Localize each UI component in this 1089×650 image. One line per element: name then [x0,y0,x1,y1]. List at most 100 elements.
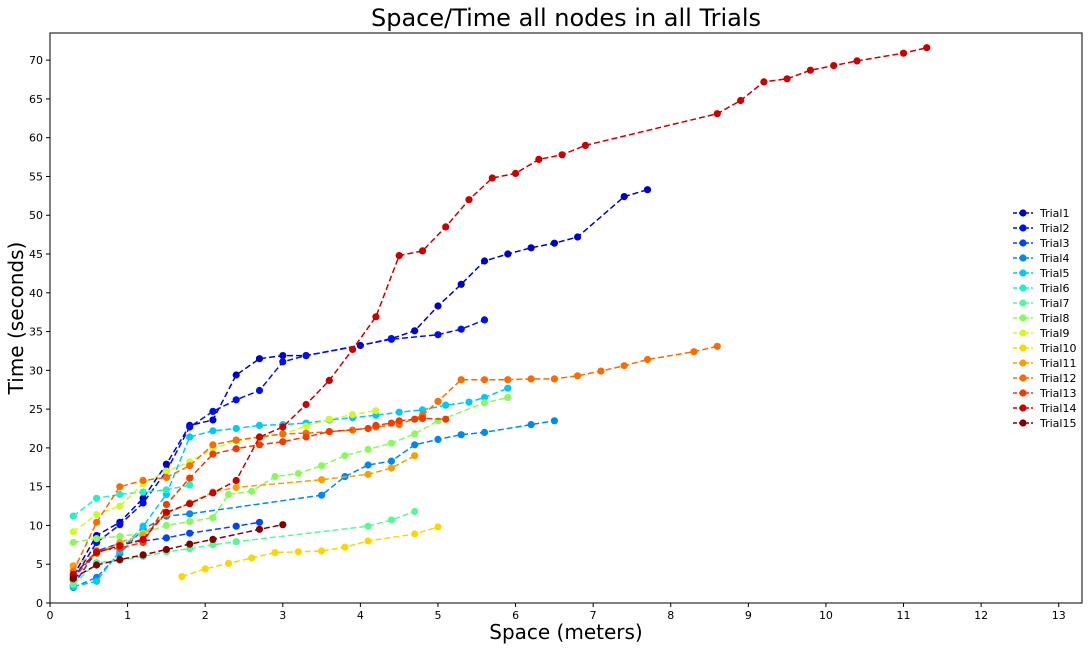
data-point [830,62,838,70]
data-point [232,476,240,485]
data-point [224,490,233,498]
data-point [480,376,489,384]
data-point [209,416,217,424]
legend-marker [1019,389,1027,397]
data-point [279,521,287,529]
data-point [349,411,357,419]
data-point [488,174,496,182]
legend-marker [1019,419,1027,427]
legend-marker [1019,239,1027,247]
legend-marker [1019,254,1027,262]
y-tick-label: 40 [29,287,43,300]
data-point [574,372,582,380]
data-point [535,155,543,163]
data-point [364,537,372,545]
legend-entry: Trial8 [1013,312,1069,325]
series-trial14 [69,44,931,578]
y-tick-label: 5 [36,558,43,571]
legend-label: Trial3 [1039,237,1069,250]
legend-marker [1019,314,1027,322]
legend-marker [1019,329,1027,337]
data-point [558,151,566,159]
data-point [411,327,419,335]
data-point [713,110,721,118]
plot-frame [49,32,1083,604]
data-point [224,559,233,568]
data-point [364,424,372,433]
data-point [620,193,628,201]
legend-entry: Trial5 [1013,267,1069,280]
data-point [806,66,815,74]
data-point [480,399,489,407]
data-point [255,518,264,526]
legend-entry: Trial4 [1013,252,1069,265]
legend-entry: Trial10 [1013,342,1076,355]
data-point [434,435,442,443]
y-tick-label: 60 [29,132,43,145]
data-point [116,532,124,540]
data-point [434,397,442,405]
data-point [387,464,395,472]
data-point [255,441,264,449]
legend-label: Trial11 [1039,357,1076,370]
x-tick-label: 10 [819,609,833,622]
data-point [186,462,194,470]
data-point [186,433,194,441]
data-point [186,500,194,508]
data-point [255,525,264,533]
y-tick-label: 15 [29,481,43,494]
y-tick-label: 0 [36,597,43,610]
data-point [899,49,908,57]
data-point [418,406,427,414]
data-point [255,386,264,395]
x-tick-label: 11 [897,609,911,622]
data-point [550,239,559,247]
data-point [643,355,652,364]
legend-entry: Trial7 [1013,297,1069,310]
data-point [480,316,489,324]
legend-marker [1019,344,1027,352]
legend-entry: Trial14 [1013,402,1076,415]
series-line [72,409,377,533]
data-point [527,375,535,383]
data-point [504,250,512,258]
series-line [72,345,718,572]
y-tick-label: 65 [29,93,43,106]
data-point [162,500,170,509]
data-point [255,421,264,429]
data-point [395,417,403,425]
data-point [232,371,240,379]
data-point [279,430,287,438]
data-point [411,430,419,438]
data-point [341,452,349,460]
data-point [201,565,209,573]
data-point [186,423,194,431]
legend-label: Trial15 [1039,417,1076,430]
legend-marker [1019,359,1027,367]
data-point [418,247,427,255]
data-point [209,535,217,544]
data-point [139,535,147,544]
data-point [162,534,170,542]
data-point [418,414,427,422]
legend-entry: Trial13 [1013,387,1076,400]
data-point [527,421,535,429]
data-point [364,522,372,530]
data-point [387,335,395,343]
data-point [232,424,240,433]
data-point [248,487,256,495]
data-point [372,313,380,321]
data-point [116,502,124,510]
data-point [511,169,520,177]
data-point [294,548,302,556]
data-point [349,345,357,353]
data-point [318,462,326,470]
legend-marker [1019,224,1027,232]
data-point [550,417,559,425]
data-point [69,528,77,536]
data-point [457,431,465,439]
data-point [372,421,380,429]
data-point [411,415,419,423]
series-line [72,46,927,575]
